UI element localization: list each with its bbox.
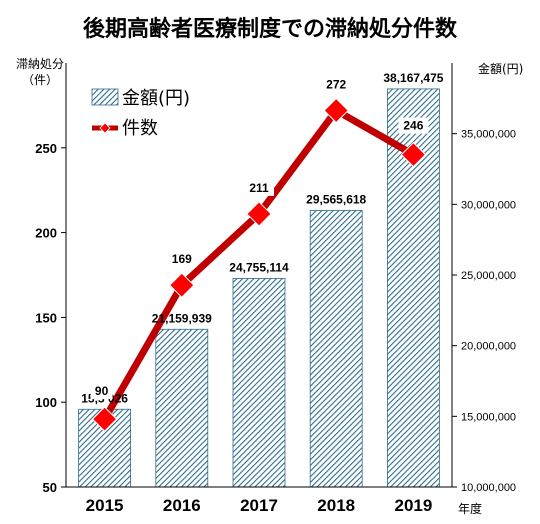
y-left-tick-label: 150 xyxy=(35,310,57,325)
y-left-tick-label: 200 xyxy=(35,226,57,241)
bar-series xyxy=(78,88,440,488)
x-axis-label: 年度 xyxy=(458,501,482,516)
bar-value-label: 24,755,114 xyxy=(229,260,289,274)
legend-bar-label: 金額(円) xyxy=(122,88,190,109)
bar-value-label: 38,167,475 xyxy=(383,71,443,85)
line-point xyxy=(91,406,118,432)
point-label-bg xyxy=(166,251,197,268)
legend-line-label: 件数 xyxy=(122,118,158,139)
point-value-label: 272 xyxy=(326,77,346,91)
y-right-tick-label: 10,000,000 xyxy=(461,482,516,494)
x-tick-label: 2017 xyxy=(240,496,278,515)
bar xyxy=(155,328,209,488)
y-left-tick-label: 50 xyxy=(43,480,57,495)
line-series xyxy=(91,97,427,432)
y-right-tick-label: 25,000,000 xyxy=(461,270,516,282)
y-right-tick-label: 35,000,000 xyxy=(461,129,516,141)
axis-ticks: 50 100 150 200 250 10,000,000 15,000,000 20,000… xyxy=(35,129,516,515)
line-point xyxy=(323,97,349,124)
line-point xyxy=(400,141,427,168)
line-point xyxy=(246,201,272,227)
x-tick-label: 2015 xyxy=(86,496,124,515)
x-tick-label: 2016 xyxy=(163,496,201,515)
chart-title: 後期高齢者医療制度での滞納処分件数 xyxy=(83,16,458,42)
y-right-tick-label: 30,000,000 xyxy=(461,199,516,211)
x-tick-label: 2018 xyxy=(317,496,355,515)
y-axis-right-label: 金額(円) xyxy=(478,61,523,76)
point-value-label: 246 xyxy=(403,119,423,133)
point-value-label: 90 xyxy=(95,384,109,398)
bar-value-label: 29,565,618 xyxy=(306,192,366,206)
line-point xyxy=(169,272,195,298)
y-right-tick-label: 15,000,000 xyxy=(461,411,516,423)
bar-value-label: 21,159,939 xyxy=(152,311,212,325)
y-axis-left-label-line: （件） xyxy=(22,73,58,87)
y-axis-left-label: 滞納処分 （件） xyxy=(16,57,64,87)
point-value-label: 211 xyxy=(249,181,269,195)
bar xyxy=(232,278,286,488)
point-label-bg xyxy=(90,383,113,400)
legend-line-marker xyxy=(99,122,111,134)
y-axis-left-label-line: 滞納処分 xyxy=(16,57,64,71)
point-label-bg xyxy=(398,117,429,134)
legend: 金額(円) 件数 xyxy=(91,88,190,139)
bar xyxy=(309,210,363,488)
data-labels: 15,5 02621,159,93924,755,11429,565,61838… xyxy=(81,71,444,405)
legend-bar-swatch xyxy=(91,88,119,106)
point-label-bg xyxy=(244,179,274,196)
point-label-bg xyxy=(321,76,352,93)
point-value-label: 169 xyxy=(172,252,192,266)
y-right-tick-label: 20,000,000 xyxy=(461,341,516,353)
y-left-tick-label: 100 xyxy=(35,395,57,410)
x-tick-label: 2019 xyxy=(394,496,432,515)
y-left-tick-label: 250 xyxy=(35,141,57,156)
